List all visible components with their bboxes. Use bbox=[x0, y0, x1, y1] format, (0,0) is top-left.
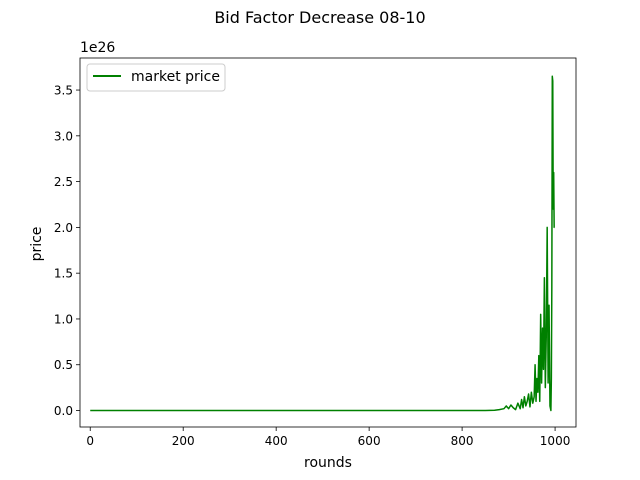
x-tick-label-800: 800 bbox=[451, 434, 474, 448]
y-tick-label-1.5: 1.5 bbox=[54, 267, 73, 281]
x-tick-label-400: 400 bbox=[265, 434, 288, 448]
y-axis-offset-label: 1e26 bbox=[80, 40, 115, 56]
x-tick-label-0: 0 bbox=[86, 434, 94, 448]
axes-frame bbox=[79, 57, 577, 428]
y-tick-label-3: 3.0 bbox=[54, 129, 73, 143]
chart-title: Bid Factor Decrease 08-10 bbox=[214, 8, 425, 27]
x-tick-label-1000: 1000 bbox=[540, 434, 571, 448]
y-axis-label: price bbox=[29, 227, 45, 262]
legend-box bbox=[86, 63, 226, 92]
plot-area: 0 200 400 600 800 1000 0.0 0.5 1.0 1.5 2.0 2.5 3.0 3.… bbox=[54, 57, 577, 448]
x-axis-label: rounds bbox=[304, 455, 352, 471]
y-tick-label-2.5: 2.5 bbox=[54, 175, 73, 189]
y-tick-label-3.5: 3.5 bbox=[54, 84, 73, 98]
x-tick-label-600: 600 bbox=[358, 434, 381, 448]
legend-label-market-price: market price bbox=[131, 69, 220, 85]
y-tick-label-1: 1.0 bbox=[54, 312, 73, 326]
y-tick-label-0: 0.0 bbox=[54, 404, 73, 418]
legend: market price bbox=[86, 63, 226, 92]
series-line-0 bbox=[90, 75, 555, 412]
x-tick-label-200: 200 bbox=[172, 434, 195, 448]
y-tick-label-2: 2.0 bbox=[54, 221, 73, 235]
y-tick-label-0.5: 0.5 bbox=[54, 358, 73, 372]
